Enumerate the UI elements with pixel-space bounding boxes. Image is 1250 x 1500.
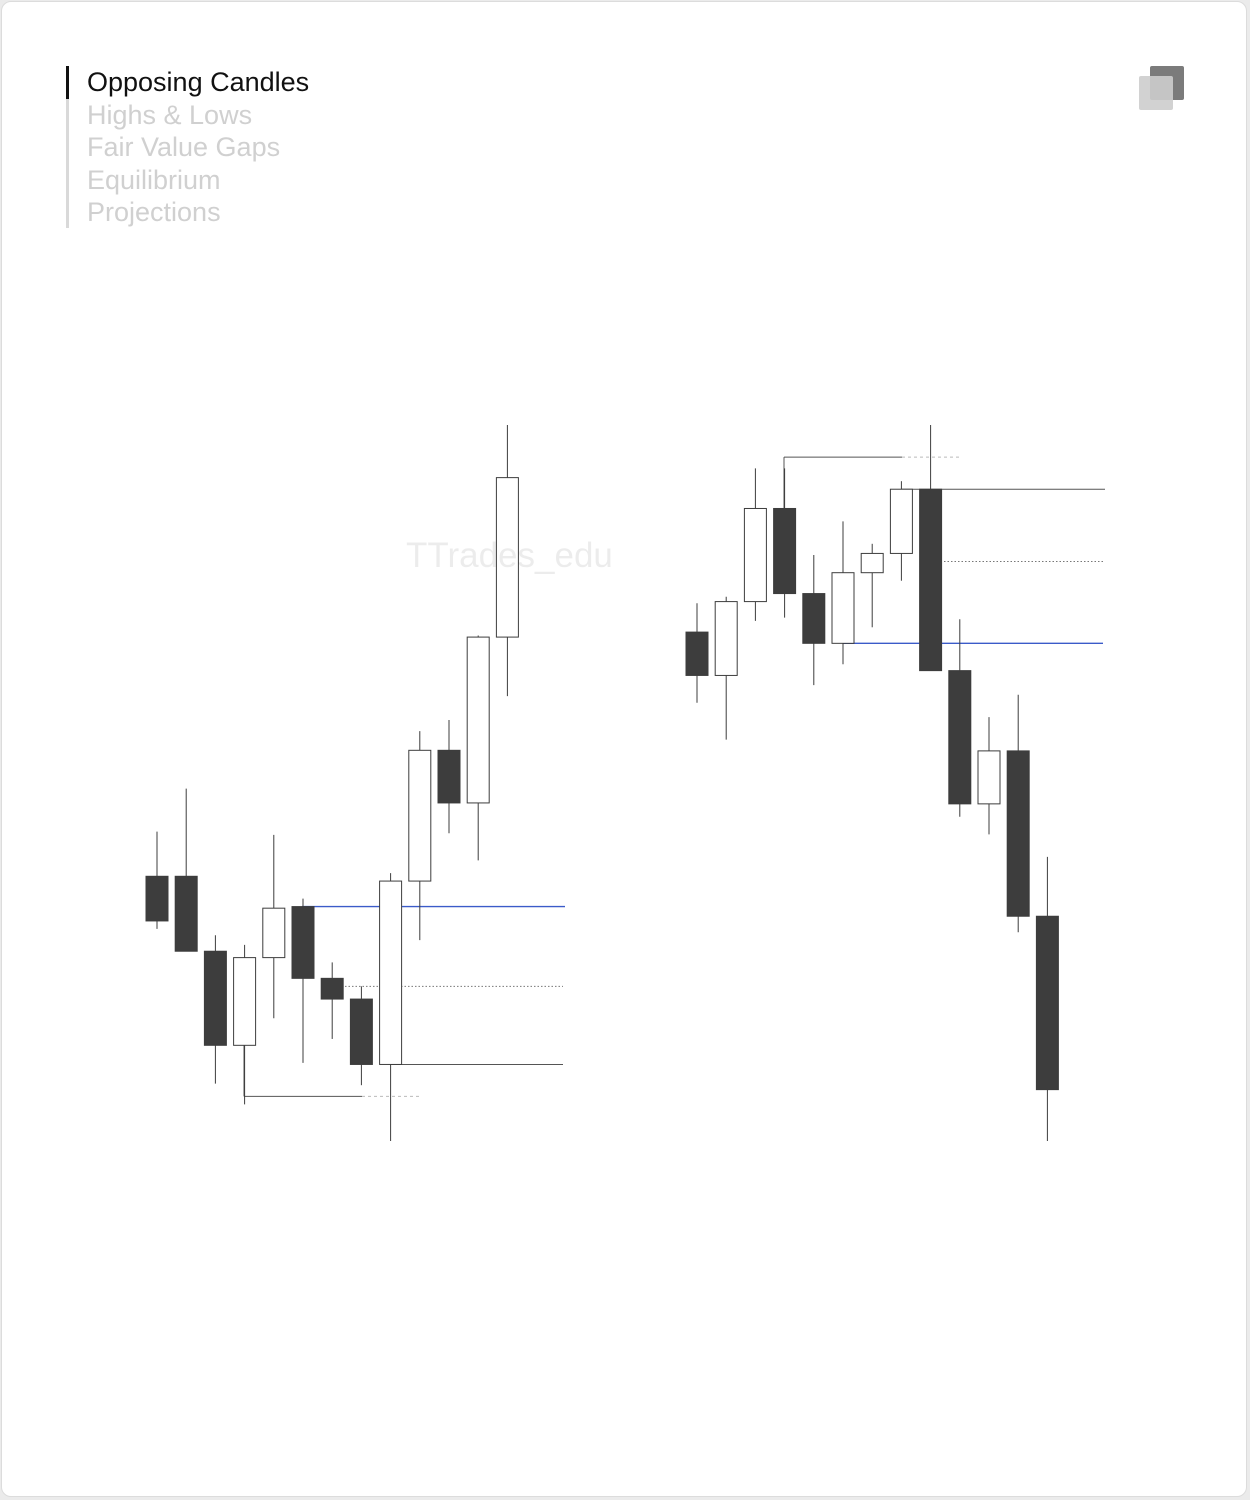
menu-rail xyxy=(66,66,69,228)
candle-body-bearish xyxy=(203,950,227,1046)
menu-item-fair-value-gaps[interactable]: Fair Value Gaps xyxy=(87,132,281,162)
candle xyxy=(379,873,403,1141)
candle xyxy=(714,596,738,740)
candle xyxy=(831,521,855,665)
menu-item-equilibrium[interactable]: Equilibrium xyxy=(87,164,221,195)
candle-body-bearish xyxy=(320,977,344,1000)
bearish-chart xyxy=(685,425,1105,1141)
menu-item-opposing-candles[interactable]: Opposing Candles xyxy=(87,67,310,97)
candle xyxy=(349,986,373,1086)
candle-body-bullish xyxy=(233,957,257,1046)
candle xyxy=(743,468,767,621)
candle-body-bearish xyxy=(437,749,461,804)
candle xyxy=(408,731,432,941)
candle xyxy=(685,603,709,703)
menu-item-highs-lows[interactable]: Highs & Lows xyxy=(87,99,253,130)
candle-body-bearish xyxy=(773,507,797,595)
candle-body-bullish xyxy=(379,880,403,1065)
candle xyxy=(320,962,344,1039)
menu-item-projections[interactable]: Projections xyxy=(87,197,221,227)
candle-body-bearish xyxy=(919,488,943,672)
candle-body-bullish xyxy=(831,572,855,644)
brand-logo-icon xyxy=(1139,66,1185,112)
candle xyxy=(437,720,461,834)
candle-body-bearish xyxy=(685,631,709,676)
candle-body-bearish xyxy=(349,998,373,1065)
candle-body-bearish xyxy=(948,670,972,805)
candle xyxy=(203,935,227,1084)
candle xyxy=(262,834,286,1019)
candle-body-bullish xyxy=(262,907,286,959)
candle-body-bullish xyxy=(743,507,767,603)
candle-body-bearish xyxy=(802,593,826,644)
candle-body-bullish xyxy=(466,636,490,804)
candle-body-bullish xyxy=(977,750,1001,805)
candle xyxy=(1035,856,1059,1141)
candle-body-bearish xyxy=(1006,750,1030,917)
candle xyxy=(1006,694,1030,933)
candle-body-bullish xyxy=(889,488,913,554)
candle-body-bullish xyxy=(860,552,884,574)
menu-list: Opposing Candles Highs & Lows Fair Value… xyxy=(66,66,386,229)
menu-active-indicator xyxy=(66,66,69,99)
candle xyxy=(174,788,198,952)
candle-body-bullish xyxy=(408,749,432,882)
candle xyxy=(860,543,884,628)
candle-body-bearish xyxy=(1035,915,1059,1091)
bullish-chart xyxy=(145,425,565,1141)
candle xyxy=(802,555,826,686)
candle xyxy=(889,481,913,581)
candle xyxy=(233,944,257,1105)
section-menu: Opposing Candles Highs & Lows Fair Value… xyxy=(66,66,386,229)
candle xyxy=(948,619,972,817)
candle-body-bearish xyxy=(291,906,315,979)
logo-square-front xyxy=(1139,76,1173,110)
candle xyxy=(466,635,490,861)
candle xyxy=(977,717,1001,835)
candle-body-bearish xyxy=(174,875,198,952)
candle xyxy=(919,425,943,672)
candle xyxy=(291,898,315,1063)
candle-body-bullish xyxy=(495,477,519,638)
candle-body-bearish xyxy=(145,875,169,922)
candle xyxy=(495,425,519,697)
candle-body-bullish xyxy=(714,601,738,676)
candle xyxy=(773,468,797,618)
candle xyxy=(145,831,169,929)
